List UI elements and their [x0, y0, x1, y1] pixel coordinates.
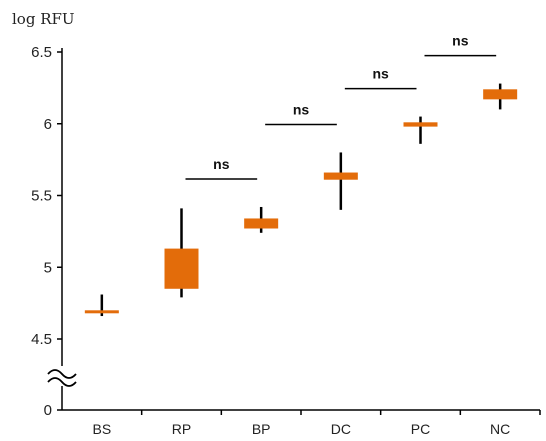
y-tick-label: 4.5	[31, 331, 52, 348]
x-tick-label: DC	[331, 421, 351, 437]
axis-break-icon	[47, 366, 77, 387]
x-tick-label: PC	[411, 421, 430, 437]
x-tick-label: NC	[490, 421, 510, 437]
significance-label: ns	[372, 66, 389, 82]
box-bs	[84, 294, 119, 317]
box-body	[244, 218, 279, 229]
box-bp	[244, 206, 279, 233]
significance-bracket: ns	[185, 156, 258, 180]
axes: 4.5 5 5.5 6 6.5 0 BS RP BP DC PC NC	[31, 44, 541, 437]
y-tick-label: 5	[44, 259, 52, 276]
box-body	[483, 89, 518, 100]
significance-label: ns	[452, 33, 469, 49]
y-tick-label: 0	[44, 402, 52, 419]
box-body	[323, 172, 358, 180]
y-axis-label: log RFU	[12, 10, 75, 28]
box-pc	[403, 116, 438, 144]
box-body	[403, 122, 438, 127]
significance-bracket: ns	[424, 33, 497, 57]
x-tick-label: BP	[252, 421, 271, 437]
box-body	[164, 248, 199, 289]
y-tick-label: 5.5	[31, 188, 52, 205]
x-tick-label: RP	[172, 421, 191, 437]
y-tick-label: 6	[44, 116, 52, 133]
box-body	[84, 310, 119, 314]
box-dc	[323, 152, 358, 210]
significance-label: ns	[213, 156, 230, 172]
y-tick-label: 6.5	[31, 44, 52, 61]
significance-bracket: ns	[344, 66, 417, 90]
significance-bracket: ns	[265, 101, 337, 126]
chart-marks: ns ns ns ns	[84, 33, 518, 317]
box-nc	[483, 83, 518, 110]
box-rp	[164, 208, 199, 298]
significance-label: ns	[293, 101, 310, 117]
x-tick-label: BS	[92, 421, 111, 437]
